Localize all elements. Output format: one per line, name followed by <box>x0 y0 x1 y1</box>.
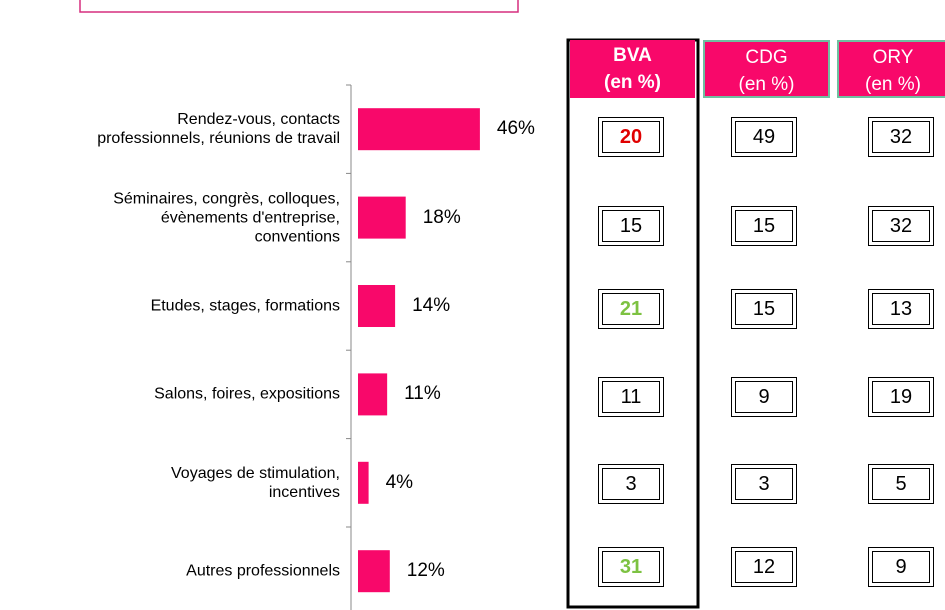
table-cell: 9 <box>731 377 797 417</box>
cell-value: 31 <box>602 551 660 583</box>
value-label: 11% <box>404 383 441 405</box>
cell-value: 15 <box>602 210 660 242</box>
bar <box>358 461 369 504</box>
table-cell: 9 <box>868 547 934 587</box>
category-label: Rendez-vous, contacts professionnels, ré… <box>97 111 340 148</box>
category-label: Voyages de stimulation, incentives <box>171 464 340 501</box>
column-header: BVA (en %) <box>570 40 695 98</box>
cell-value: 9 <box>872 551 930 583</box>
cell-value: 15 <box>735 293 793 325</box>
column-header: ORY (en %) <box>837 40 945 98</box>
category-label: Séminaires, congrès, colloques, évènemen… <box>113 190 340 246</box>
value-label: 4% <box>385 471 414 493</box>
cell-value: 49 <box>735 121 793 153</box>
category-label: Etudes, stages, formations <box>150 297 340 315</box>
cell-value: 20 <box>602 121 660 153</box>
cell-value: 5 <box>872 468 930 500</box>
cell-value: 13 <box>872 293 930 325</box>
bar <box>358 550 390 593</box>
cell-value: 11 <box>602 381 660 413</box>
bar <box>358 108 480 151</box>
value-label: 46% <box>496 118 535 140</box>
value-label: 12% <box>406 560 445 582</box>
cell-value: 9 <box>735 381 793 413</box>
cell-value: 12 <box>735 551 793 583</box>
table-cell: 49 <box>731 117 797 157</box>
top-box <box>79 0 519 13</box>
table-cell: 11 <box>598 377 664 417</box>
category-label: Autres professionnels <box>186 562 340 580</box>
table-cell: 15 <box>731 206 797 246</box>
value-label: 14% <box>412 295 451 316</box>
column-name: ORY <box>872 47 914 68</box>
table-cell: 15 <box>598 206 664 246</box>
table-cell: 3 <box>731 464 797 504</box>
cell-value: 21 <box>602 293 660 325</box>
bar <box>358 373 388 416</box>
table-cell: 12 <box>731 547 797 587</box>
table-cell: 19 <box>868 377 934 417</box>
column-unit: (en %) <box>738 74 795 95</box>
cell-value: 32 <box>872 121 930 153</box>
cell-value: 3 <box>735 468 793 500</box>
bar <box>358 285 396 327</box>
category-label: Salons, foires, expositions <box>154 385 340 403</box>
cell-value: 32 <box>872 210 930 242</box>
cell-value: 15 <box>735 210 793 242</box>
table-cell: 32 <box>868 117 934 157</box>
table-cell: 3 <box>598 464 664 504</box>
table-cell: 31 <box>598 547 664 587</box>
column-header: CDG (en %) <box>703 40 830 98</box>
column-name: CDG <box>745 47 788 68</box>
table-cell: 21 <box>598 289 664 329</box>
table-cell: 13 <box>868 289 934 329</box>
column-unit: (en %) <box>604 72 661 93</box>
value-label: 18% <box>422 206 461 228</box>
bar <box>358 196 406 239</box>
table-cell: 32 <box>868 206 934 246</box>
table-cell: 5 <box>868 464 934 504</box>
cell-value: 19 <box>872 381 930 413</box>
table-cell: 20 <box>598 117 664 157</box>
cell-value: 3 <box>602 468 660 500</box>
column-unit: (en %) <box>865 74 921 95</box>
column-name: BVA <box>613 45 652 66</box>
table-cell: 15 <box>731 289 797 329</box>
